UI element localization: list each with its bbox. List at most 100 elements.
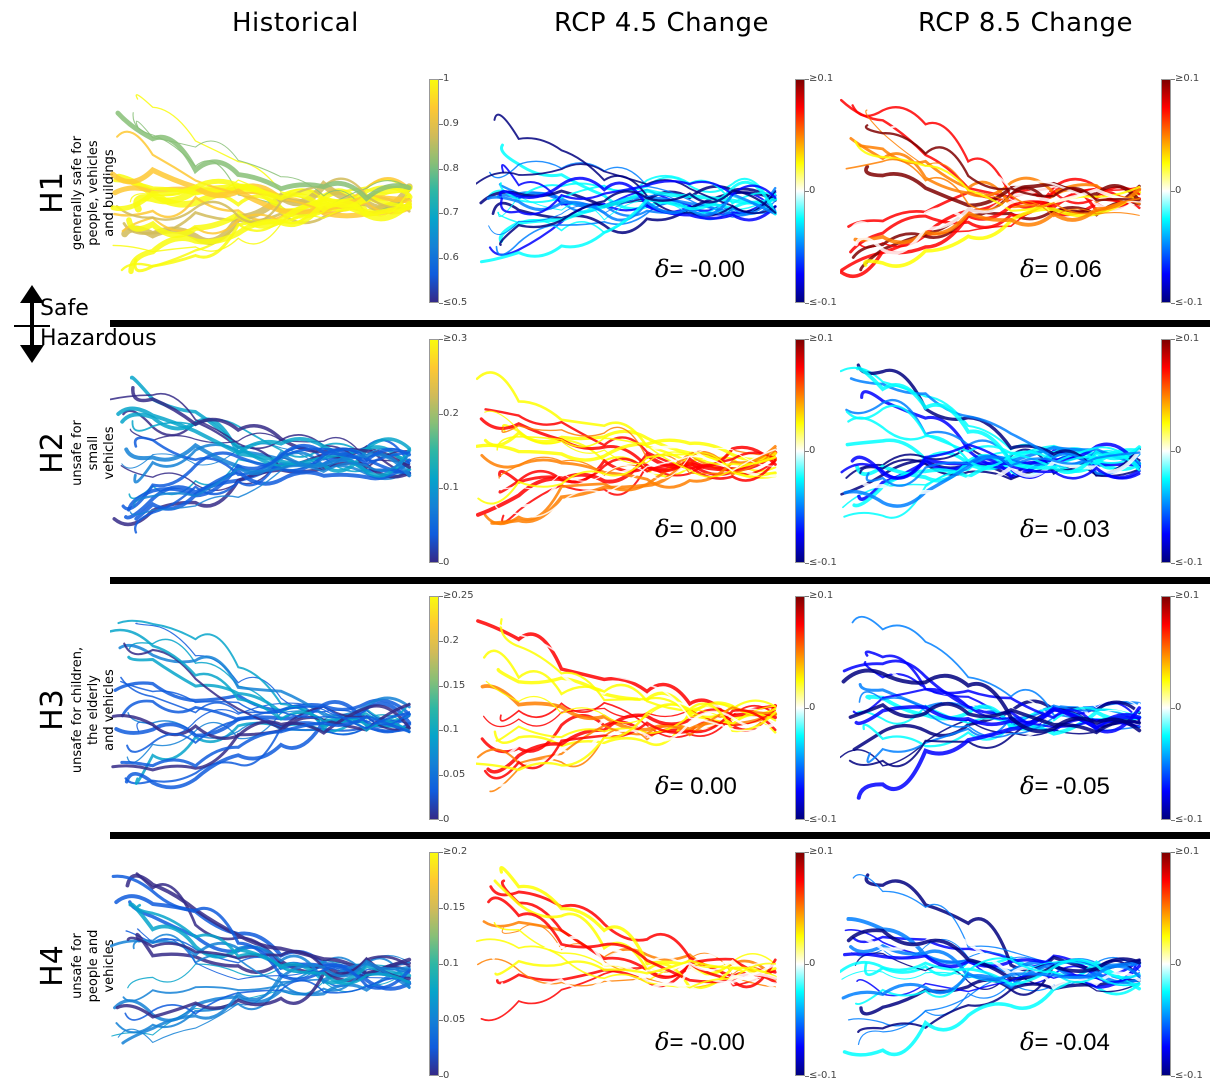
delta-rcp45-h1: δ= -0.00 — [655, 255, 745, 284]
rcp85-h3-colorbar — [1161, 596, 1171, 820]
historical-h4-tick-mark — [439, 908, 443, 909]
river-channel — [855, 366, 1142, 474]
river-channel — [854, 705, 1142, 734]
rcp45-h4-tick-label: ≥0.1 — [809, 846, 834, 857]
river-channel — [135, 903, 411, 985]
rcp45-h3-colorbar — [795, 596, 805, 820]
delta-rcp45-h3: δ= 0.00 — [655, 772, 737, 801]
river-channel — [124, 976, 411, 1021]
delta-value: = -0.03 — [1034, 516, 1110, 543]
river-channel — [127, 655, 411, 731]
rcp85-h3-tick-label: 0 — [1175, 702, 1182, 713]
river-channel — [111, 702, 411, 772]
river-channel — [864, 164, 1142, 208]
rcp45-h2-tick-mark — [805, 563, 809, 564]
river-channel — [484, 408, 777, 470]
delta-symbol: δ — [655, 772, 670, 800]
river-channel — [860, 449, 1142, 495]
map-rcp45-h4 — [476, 866, 777, 1061]
map-historical-h1 — [110, 94, 413, 275]
rcp85-h2-tick-label: ≥0.1 — [1175, 333, 1200, 344]
rcp85-h2-tick-mark — [1171, 451, 1175, 452]
river-channel — [495, 202, 777, 256]
historical-h3-colorbar — [429, 596, 439, 820]
historical-h1-tick-mark — [439, 79, 443, 80]
map-historical-h4 — [110, 872, 412, 1045]
river-channel — [861, 125, 1141, 213]
delta-rcp85-h1: δ= 0.06 — [1020, 255, 1102, 284]
historical-h4-tick-mark — [439, 852, 443, 853]
row-code: H1 — [35, 172, 70, 214]
river-channel — [499, 180, 777, 216]
rcp85-h4-tick-label: ≥0.1 — [1175, 846, 1200, 857]
river-channel — [115, 956, 411, 1019]
river-channel — [840, 443, 1141, 480]
historical-h3-tick-mark — [439, 730, 443, 732]
map-rcp85-h4 — [840, 873, 1142, 1057]
delta-symbol: δ — [655, 1028, 670, 1056]
rcp85-h2-tick-label: ≤-0.1 — [1175, 557, 1203, 568]
historical-h1-tick-label: 0.7 — [443, 207, 459, 219]
delta-symbol: δ — [655, 255, 670, 283]
rcp45-h3-tick-mark — [805, 708, 809, 709]
delta-value: = -0.05 — [1034, 773, 1110, 800]
river-channel — [500, 959, 777, 994]
rcp85-h1-tick-label: 0 — [1175, 185, 1182, 196]
historical-h4-tick-mark — [439, 1020, 443, 1021]
rcp85-h1-tick-mark — [1171, 191, 1175, 192]
historical-h1-tick-label: 0.9 — [443, 117, 459, 129]
historical-h4-tick-label: 0 — [443, 1070, 450, 1081]
historical-h1-tick-label: 1 — [443, 73, 450, 84]
rcp85-h1-colorbar — [1161, 79, 1171, 303]
river-channel — [851, 698, 1140, 736]
historical-h1-tick-mark — [439, 123, 443, 125]
map-rcp45-h1 — [476, 113, 778, 264]
river-channel — [865, 694, 1142, 736]
historical-h3-tick-label: ≥0.25 — [443, 590, 474, 601]
historical-h4-tick-label: ≥0.2 — [443, 846, 468, 857]
rcp85-h2-tick-mark — [1171, 563, 1175, 564]
river-channel — [498, 457, 777, 494]
rcp85-h3-tick-mark — [1171, 708, 1175, 709]
river-channel — [489, 885, 777, 978]
rcp45-h3-tick-label: ≥0.1 — [809, 590, 834, 601]
rcp85-h2-tick-mark — [1171, 339, 1175, 340]
delta-rcp85-h4: δ= -0.04 — [1020, 1028, 1110, 1057]
historical-h3-tick-label: 0.1 — [443, 724, 459, 736]
river-channel — [863, 190, 1142, 268]
column-title-historical: Historical — [232, 8, 359, 38]
river-channel — [476, 702, 777, 772]
row-code: H2 — [35, 432, 70, 474]
column-title-rcp45: RCP 4.5 Change — [554, 8, 770, 38]
rcp45-h1-tick-label: ≥0.1 — [809, 73, 834, 84]
river-channel — [116, 406, 412, 478]
historical-h2-tick-label: 0.1 — [443, 482, 459, 494]
map-rcp85-h3 — [840, 615, 1142, 800]
rcp85-h1-tick-label: ≤-0.1 — [1175, 297, 1203, 308]
river-channel — [499, 189, 777, 246]
rcp45-h1-colorbar — [795, 79, 805, 303]
river-channel — [495, 957, 777, 988]
rcp85-h2-colorbar — [1161, 339, 1171, 563]
delta-symbol: δ — [1020, 515, 1035, 543]
rcp45-h2-tick-label: ≥0.1 — [809, 333, 834, 344]
rcp85-h1-tick-label: ≥0.1 — [1175, 73, 1200, 84]
river-channel — [488, 447, 776, 490]
rcp45-h3-tick-mark — [805, 820, 809, 821]
historical-h3-tick-label: 0.15 — [443, 679, 466, 691]
historical-h3-tick-mark — [439, 596, 443, 597]
river-channel — [121, 201, 411, 235]
river-channel — [123, 642, 411, 731]
river-channel — [840, 931, 1141, 991]
historical-h2-tick-mark — [439, 488, 443, 490]
delta-rcp45-h2: δ= 0.00 — [655, 515, 737, 544]
river-channel — [488, 619, 777, 732]
delta-rcp85-h2: δ= -0.03 — [1020, 515, 1110, 544]
river-channel — [497, 953, 777, 1040]
rcp45-h2-tick-mark — [805, 339, 809, 340]
historical-h2-tick-label: 0 — [443, 557, 450, 568]
historical-h1-tick-label: 0.6 — [443, 252, 459, 264]
rcp45-h2-tick-label: ≤-0.1 — [809, 557, 837, 568]
river-channel — [131, 385, 411, 469]
